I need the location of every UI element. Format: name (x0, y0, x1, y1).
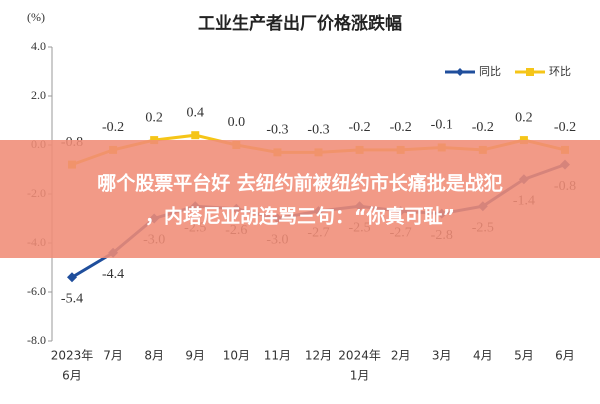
point (191, 131, 200, 140)
x-tick-label: 5月 (514, 349, 534, 363)
x-tick-label: 3月 (432, 349, 452, 363)
x-tick-label: 2月 (391, 349, 411, 363)
x-tick-label: 10月 (223, 349, 250, 363)
data-label: -5.4 (61, 292, 83, 307)
legend-label: 环比 (549, 65, 571, 78)
x-tick-label: 6月 (555, 349, 575, 363)
data-label: -4.4 (102, 267, 124, 282)
legend-marker (526, 68, 534, 76)
banner (0, 140, 600, 258)
data-label: -0.2 (554, 120, 576, 135)
y-tick-label: -6.0 (27, 284, 46, 298)
legend-marker (456, 68, 464, 76)
y-unit: (%) (27, 10, 45, 24)
x-tick-label: 9月 (185, 349, 205, 363)
banner-text: ，内塔尼亚胡连骂三句：“你真可耻” (145, 205, 455, 228)
x-tick-label: 2023年 (51, 349, 94, 363)
y-tick-label: 4.0 (31, 39, 46, 53)
y-tick-label: -8.0 (27, 333, 46, 347)
y-tick-label: 2.0 (31, 88, 46, 102)
data-label: -0.2 (390, 120, 412, 135)
data-label: -0.3 (266, 123, 288, 138)
x-tick-label: 6月 (62, 369, 82, 383)
x-tick-label: 11月 (264, 349, 291, 363)
point (67, 272, 77, 283)
x-tick-label: 12月 (305, 349, 332, 363)
x-tick-label: 7月 (103, 349, 123, 363)
data-label: -0.3 (307, 123, 329, 138)
data-label: -0.2 (472, 120, 494, 135)
chart-title: 工业生产者出厂价格涨跌幅 (198, 13, 402, 34)
data-label: -0.2 (102, 120, 124, 135)
x-tick-label: 4月 (473, 349, 493, 363)
banner-text: 哪个股票平台好 去纽约前被纽约市长痛批是战犯 (97, 172, 503, 195)
x-tick-label: 8月 (144, 349, 164, 363)
legend-label: 同比 (479, 65, 501, 78)
data-label: -0.1 (431, 118, 453, 133)
x-tick-label: 2024年 (338, 349, 381, 363)
data-label: 0.2 (145, 110, 163, 125)
data-label: 0.0 (228, 115, 246, 130)
x-tick-label: 1月 (350, 369, 370, 383)
data-label: 0.4 (187, 105, 205, 120)
data-label: 0.2 (515, 110, 533, 125)
data-label: -0.2 (348, 120, 370, 135)
